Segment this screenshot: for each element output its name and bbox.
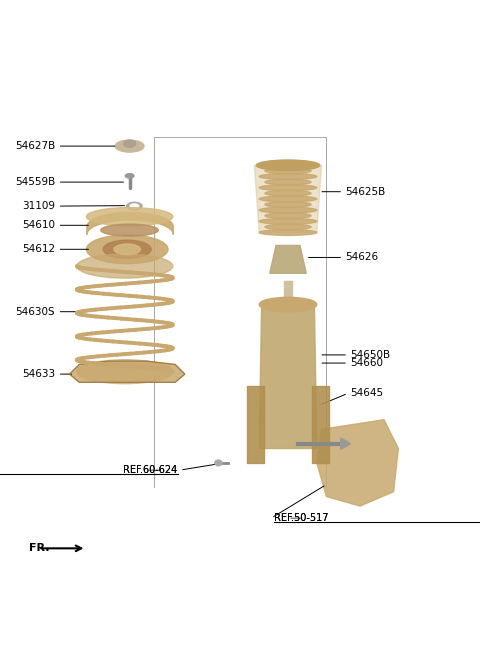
Ellipse shape bbox=[259, 173, 317, 179]
Text: 54625B: 54625B bbox=[346, 187, 386, 196]
Polygon shape bbox=[259, 304, 317, 449]
Text: 54650B: 54650B bbox=[350, 350, 391, 360]
Ellipse shape bbox=[259, 218, 317, 224]
Ellipse shape bbox=[115, 140, 144, 152]
Ellipse shape bbox=[127, 202, 142, 210]
Ellipse shape bbox=[130, 204, 139, 208]
Text: 54645: 54645 bbox=[350, 388, 384, 398]
Ellipse shape bbox=[77, 359, 173, 384]
Polygon shape bbox=[341, 438, 350, 449]
Polygon shape bbox=[70, 361, 185, 382]
Ellipse shape bbox=[259, 298, 317, 311]
Text: 54660: 54660 bbox=[350, 358, 384, 368]
Ellipse shape bbox=[265, 191, 311, 196]
Ellipse shape bbox=[259, 162, 317, 168]
Ellipse shape bbox=[101, 224, 158, 236]
Text: 31109: 31109 bbox=[22, 201, 55, 211]
Ellipse shape bbox=[86, 208, 173, 226]
Ellipse shape bbox=[86, 235, 168, 263]
Ellipse shape bbox=[265, 179, 311, 185]
Polygon shape bbox=[270, 246, 306, 273]
Ellipse shape bbox=[125, 173, 134, 178]
Text: REF.60-624: REF.60-624 bbox=[123, 465, 178, 475]
Ellipse shape bbox=[103, 240, 151, 258]
Ellipse shape bbox=[265, 202, 311, 208]
Text: 54627B: 54627B bbox=[15, 141, 55, 151]
Text: 54612: 54612 bbox=[22, 244, 55, 254]
Ellipse shape bbox=[256, 160, 320, 171]
Text: REF.60-624: REF.60-624 bbox=[123, 465, 178, 475]
Ellipse shape bbox=[265, 168, 311, 174]
Text: 54559B: 54559B bbox=[15, 177, 55, 187]
Text: REF.50-517: REF.50-517 bbox=[274, 513, 328, 523]
Text: 54633: 54633 bbox=[22, 369, 55, 379]
Ellipse shape bbox=[265, 224, 311, 230]
Text: REF.50-517: REF.50-517 bbox=[274, 513, 328, 523]
Ellipse shape bbox=[259, 229, 317, 235]
Ellipse shape bbox=[259, 196, 317, 202]
Ellipse shape bbox=[265, 213, 311, 219]
Text: 54610: 54610 bbox=[22, 220, 55, 231]
Text: 54630S: 54630S bbox=[15, 307, 55, 317]
Text: 54626: 54626 bbox=[346, 252, 379, 262]
Ellipse shape bbox=[259, 185, 317, 191]
Ellipse shape bbox=[77, 254, 173, 278]
Text: FR.: FR. bbox=[29, 543, 49, 553]
Polygon shape bbox=[317, 420, 398, 506]
Ellipse shape bbox=[259, 207, 317, 213]
Ellipse shape bbox=[114, 244, 140, 254]
Ellipse shape bbox=[124, 140, 136, 147]
Ellipse shape bbox=[215, 460, 222, 466]
Polygon shape bbox=[254, 166, 322, 233]
